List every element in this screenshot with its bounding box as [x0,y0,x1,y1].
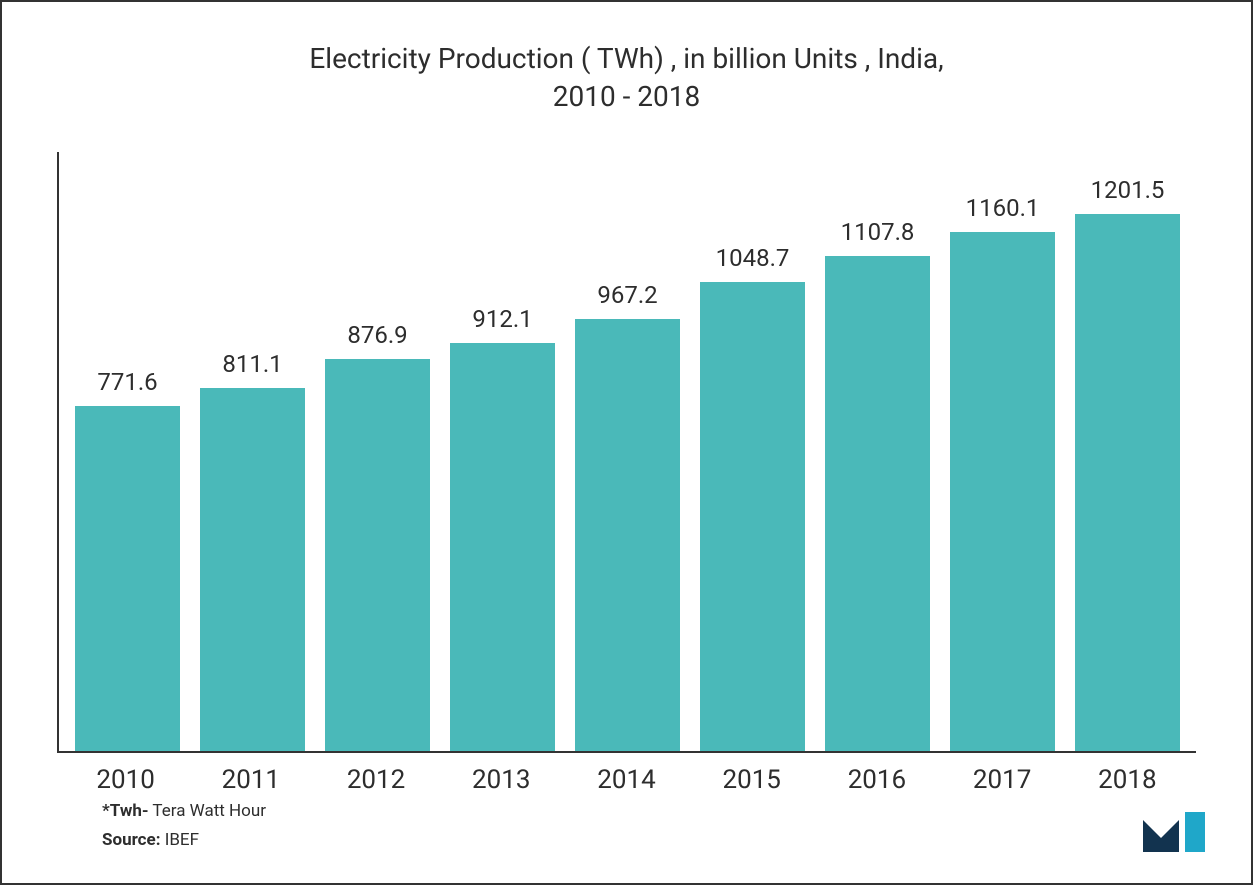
bar-rect [325,359,430,751]
bar-rect [450,343,555,751]
chart-title: Electricity Production ( TWh) , in billi… [2,2,1251,126]
bar-value-label: 1107.8 [841,218,915,246]
footnote-source-text: IBEF [160,830,199,850]
bar-value-label: 912.1 [472,305,532,333]
x-axis-label: 2016 [814,765,939,795]
bar-slot: 967.2 [565,152,690,751]
bar-rect [950,232,1055,751]
x-axis-label: 2012 [313,765,438,795]
title-line-2: 2010 - 2018 [2,78,1251,116]
bar-value-label: 1201.5 [1091,176,1165,204]
bar-value-label: 811.1 [222,350,282,378]
bar-slot: 1160.1 [940,152,1065,751]
bars-container: 771.6 811.1 876.9 912.1 967.2 1048.7 1107.8 116… [57,152,1196,753]
chart-frame: Electricity Production ( TWh) , in billi… [0,0,1253,885]
bar-slot: 1107.8 [815,152,940,751]
bar-slot: 1048.7 [690,152,815,751]
bar-value-label: 967.2 [597,281,657,309]
bar-value-label: 1160.1 [966,194,1040,222]
bar-slot: 771.6 [65,152,190,751]
footnote-twh-label: *Twh- [102,801,149,821]
footnote-source: Source: IBEF [102,826,266,855]
bar-rect [75,406,180,751]
bar-rect [825,256,930,751]
bar-value-label: 876.9 [347,321,407,349]
x-axis-label: 2014 [564,765,689,795]
mi-logo [1141,808,1211,853]
bar-rect [575,319,680,751]
bar-slot: 1201.5 [1065,152,1190,751]
footnote-source-label: Source: [102,830,160,850]
bar-slot: 876.9 [315,152,440,751]
footnotes: *Twh- Tera Watt Hour Source: IBEF [102,797,266,855]
bar-slot: 811.1 [190,152,315,751]
bar-rect [200,388,305,751]
x-axis-label: 2010 [63,765,188,795]
x-axis-label: 2011 [188,765,313,795]
title-line-1: Electricity Production ( TWh) , in billi… [2,40,1251,78]
bar-rect [700,282,805,751]
x-axis-label: 2018 [1065,765,1190,795]
footnote-twh-text: Tera Watt Hour [149,801,266,821]
x-axis-label: 2017 [940,765,1065,795]
bar-rect [1075,214,1180,751]
footnote-twh: *Twh- Tera Watt Hour [102,797,266,826]
bar-slot: 912.1 [440,152,565,751]
x-axis-labels: 201020112012201320142015201620172018 [57,765,1196,795]
bar-value-label: 1048.7 [716,244,790,272]
chart-plot-area: 771.6 811.1 876.9 912.1 967.2 1048.7 1107.8 116… [57,152,1196,753]
bar-value-label: 771.6 [97,368,157,396]
x-axis-label: 2015 [689,765,814,795]
x-axis-label: 2013 [439,765,564,795]
